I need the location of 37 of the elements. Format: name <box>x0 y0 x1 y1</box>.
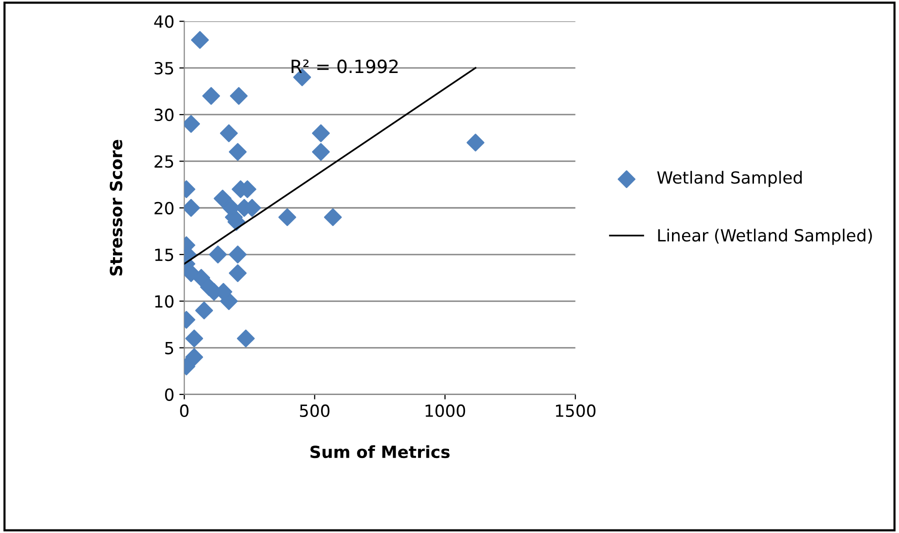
point <box>312 124 330 142</box>
point <box>236 330 255 348</box>
y-tick-label: 0 <box>165 388 174 401</box>
x-axis-title: Sum of Metrics <box>310 445 450 458</box>
x-tick-label: 0 <box>180 404 188 418</box>
y-tick-label: 20 <box>154 202 174 214</box>
y-tick-label: 40 <box>154 15 174 28</box>
y-axis-title: Stressor Score <box>110 140 122 276</box>
point <box>195 302 214 320</box>
point <box>228 142 247 161</box>
point <box>228 246 247 264</box>
point <box>209 246 227 264</box>
point <box>185 348 204 366</box>
x-tick-label: 1500 <box>556 404 596 418</box>
legend-label: Linear (Wetland Sampled) <box>658 228 872 245</box>
point <box>192 268 210 287</box>
y-tick-label: 35 <box>154 62 174 75</box>
y-tick-label: 25 <box>154 155 174 168</box>
y-tick-label: 10 <box>155 295 174 308</box>
point <box>466 134 484 152</box>
point <box>278 208 296 226</box>
point <box>312 142 330 161</box>
legend-label: Wetland Sampled <box>657 170 802 188</box>
x-tick-label: 1000 <box>426 404 466 418</box>
annotation: R² = 0.1992 <box>292 60 398 74</box>
x-tick-label: 500 <box>300 404 330 418</box>
point <box>202 87 220 105</box>
y-tick-label: 5 <box>165 342 174 354</box>
point <box>214 190 232 208</box>
y-tick-label: 30 <box>154 108 174 122</box>
point <box>191 31 209 49</box>
point <box>220 124 238 142</box>
point <box>228 264 247 282</box>
y-tick-label: 15 <box>155 248 174 262</box>
point <box>324 208 342 226</box>
point <box>185 330 204 348</box>
point <box>230 87 248 105</box>
